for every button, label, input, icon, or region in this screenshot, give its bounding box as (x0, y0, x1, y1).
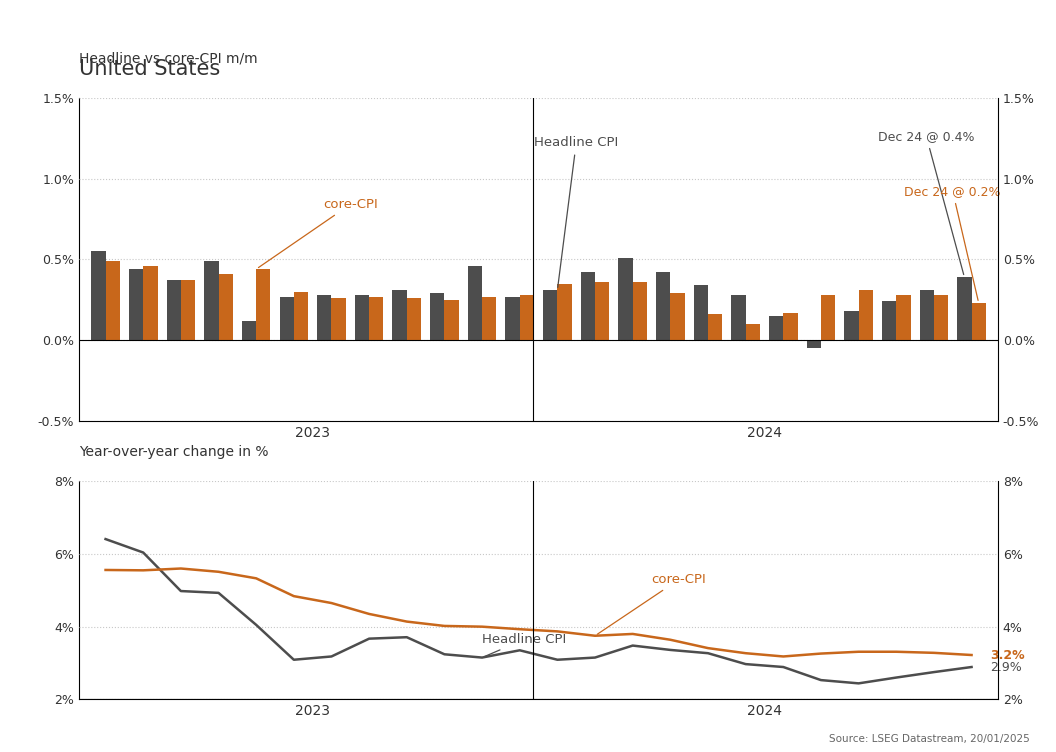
Bar (167, 280, 181, 340)
Bar (934, 295, 948, 340)
Bar (845, 311, 859, 340)
Bar (882, 302, 897, 340)
Text: core-CPI: core-CPI (598, 573, 706, 634)
Bar (506, 296, 520, 340)
Text: United States: United States (79, 59, 221, 79)
Text: 2.9%: 2.9% (991, 660, 1022, 674)
Bar (370, 296, 383, 340)
Bar (294, 292, 308, 340)
Bar (445, 300, 458, 340)
Bar (694, 285, 708, 340)
Bar (746, 324, 760, 340)
Bar (807, 340, 821, 348)
Bar (430, 293, 445, 340)
Text: Headline CPI: Headline CPI (534, 137, 619, 287)
Bar (671, 293, 684, 340)
Text: Source: LSEG Datastream, 20/01/2025: Source: LSEG Datastream, 20/01/2025 (829, 735, 1030, 744)
Bar (332, 299, 345, 340)
Bar (972, 303, 986, 340)
Bar (91, 251, 106, 340)
Text: Dec 24 @ 0.4%: Dec 24 @ 0.4% (879, 130, 975, 274)
Bar (543, 290, 558, 340)
Bar (957, 277, 972, 340)
Bar (483, 296, 496, 340)
Bar (219, 274, 232, 340)
Bar (280, 296, 294, 340)
Bar (242, 321, 257, 340)
Bar (920, 290, 934, 340)
Bar (317, 295, 332, 340)
Bar (859, 290, 873, 340)
Bar (619, 258, 633, 340)
Bar (204, 261, 219, 340)
Bar (468, 266, 483, 340)
Bar (769, 316, 784, 340)
Text: Dec 24 @ 0.2%: Dec 24 @ 0.2% (905, 185, 1001, 300)
Bar (129, 269, 144, 340)
Bar (106, 261, 120, 340)
Text: 3.2%: 3.2% (991, 648, 1025, 662)
Text: Year-over-year change in %: Year-over-year change in % (79, 445, 268, 459)
Bar (633, 282, 647, 340)
Text: Headline vs core-CPI m/m: Headline vs core-CPI m/m (79, 51, 258, 65)
Text: core-CPI: core-CPI (259, 198, 378, 268)
Bar (784, 313, 797, 340)
Bar (393, 290, 407, 340)
Bar (732, 295, 746, 340)
Bar (181, 280, 195, 340)
Text: Headline CPI: Headline CPI (483, 633, 566, 656)
Bar (407, 299, 421, 340)
Bar (708, 314, 722, 340)
Bar (581, 272, 595, 340)
Bar (520, 295, 534, 340)
Bar (257, 269, 270, 340)
Bar (897, 295, 910, 340)
Bar (656, 272, 671, 340)
Bar (144, 266, 157, 340)
Bar (595, 282, 609, 340)
Bar (355, 295, 370, 340)
Bar (558, 284, 571, 340)
Bar (821, 295, 835, 340)
